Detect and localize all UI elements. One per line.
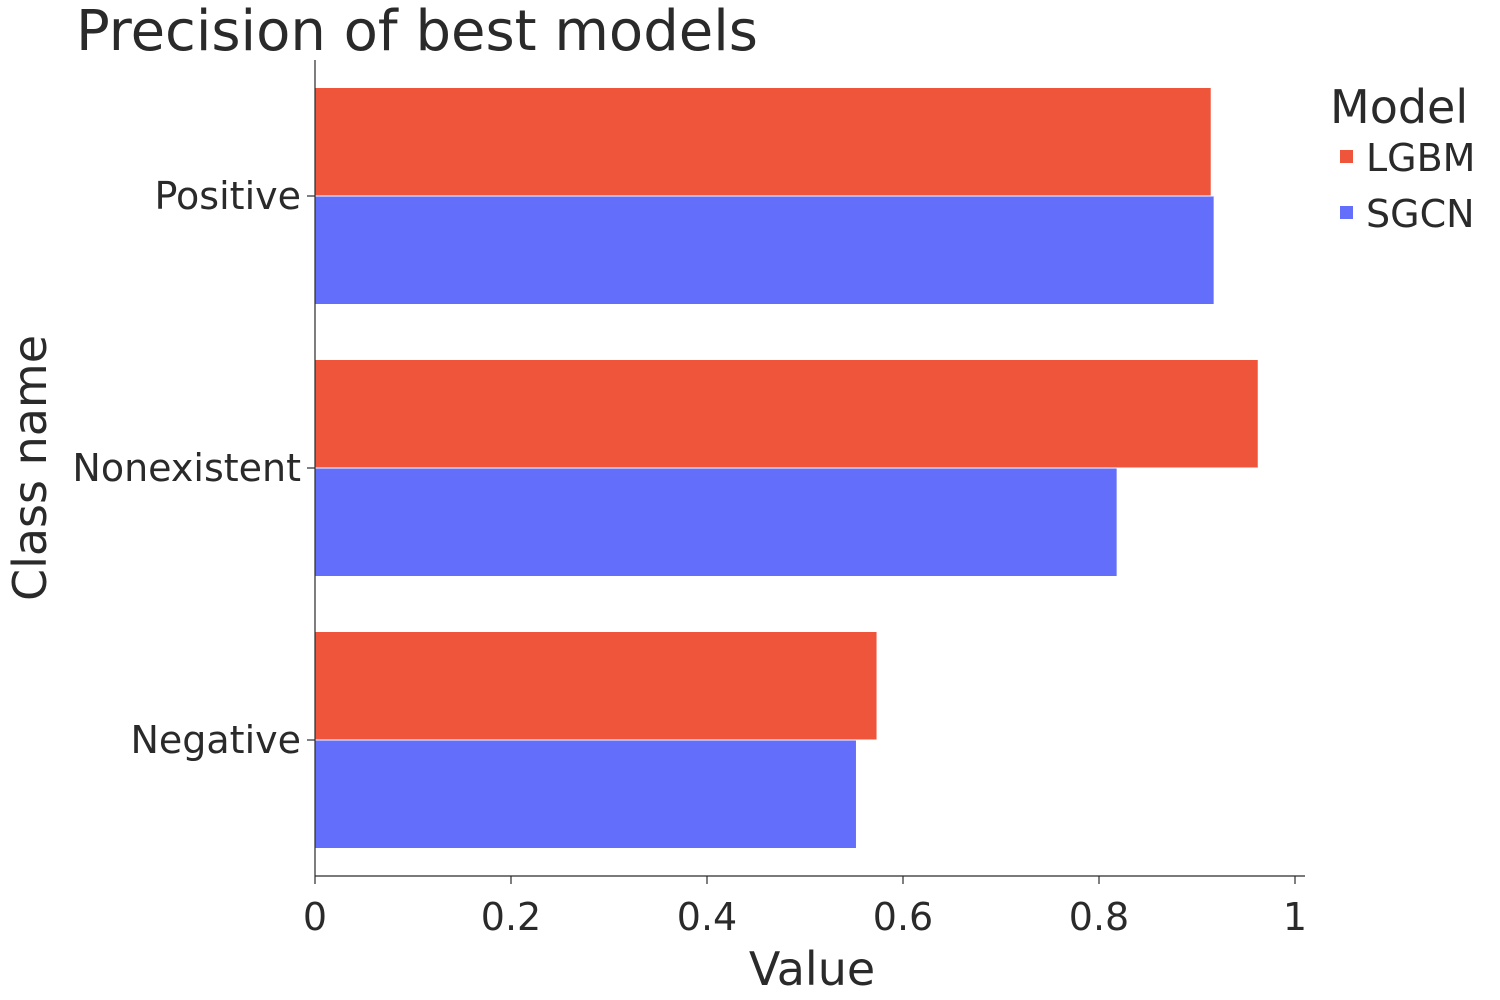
axes-layer: Positive Nonexistent Negative 0 0.2 0.4 0.6 0.8… [72,60,1307,939]
x-tick-label: 0 [303,895,327,939]
legend: Model LGBM SGCN [1330,80,1475,236]
bars-layer [315,88,1258,848]
bar-sgcn-positive [315,196,1214,304]
legend-swatch-sgcn [1340,206,1353,219]
legend-title: Model [1330,80,1468,134]
x-tick-label: 0.4 [677,895,737,939]
x-tick-label: 0.2 [481,895,541,939]
legend-swatch-lgbm [1340,150,1353,163]
legend-items: LGBM SGCN [1340,136,1475,236]
x-axis-label: Value [749,942,875,996]
y-tick-label-negative: Negative [130,718,301,762]
y-tick-label-positive: Positive [155,174,302,218]
bar-sgcn-negative [315,740,856,848]
bar-lgbm-nonexistent [315,360,1258,468]
x-tick-label: 0.8 [1069,895,1129,939]
legend-label-lgbm: LGBM [1366,136,1475,180]
bar-lgbm-negative [315,632,877,740]
legend-label-sgcn: SGCN [1366,192,1475,236]
y-tick-label-nonexistent: Nonexistent [72,446,301,490]
bar-lgbm-positive [315,88,1211,196]
bar-sgcn-nonexistent [315,468,1117,576]
x-tick-label: 1 [1283,895,1307,939]
chart-title: Precision of best models [76,0,758,64]
y-axis-label: Class name [3,335,57,601]
x-tick-label: 0.6 [873,895,933,939]
